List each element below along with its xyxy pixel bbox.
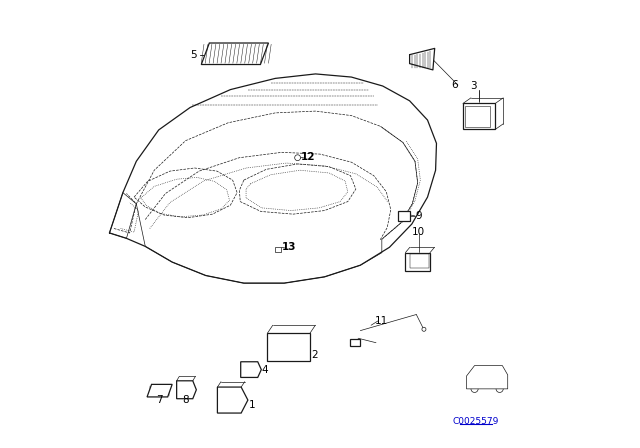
Bar <box>410 254 429 268</box>
Ellipse shape <box>294 155 301 160</box>
Text: 8: 8 <box>182 395 189 405</box>
Text: 12: 12 <box>301 152 315 162</box>
Polygon shape <box>177 381 196 399</box>
Bar <box>465 106 490 127</box>
Ellipse shape <box>496 385 503 392</box>
Bar <box>351 339 360 346</box>
Text: 6: 6 <box>451 80 458 90</box>
Polygon shape <box>241 362 261 377</box>
Text: 5: 5 <box>190 50 197 60</box>
Text: C0025579: C0025579 <box>452 417 499 426</box>
Text: 4: 4 <box>262 365 268 375</box>
Text: 10: 10 <box>412 227 425 237</box>
Polygon shape <box>218 387 248 413</box>
Bar <box>405 253 430 271</box>
Bar <box>268 333 310 361</box>
Text: 11: 11 <box>375 316 388 326</box>
Text: 13: 13 <box>282 242 296 252</box>
Text: 2: 2 <box>311 350 317 360</box>
Bar <box>275 247 280 252</box>
Ellipse shape <box>471 385 478 392</box>
Polygon shape <box>147 384 172 397</box>
Text: 9: 9 <box>415 211 422 221</box>
Text: 3: 3 <box>470 81 477 91</box>
Text: 1: 1 <box>248 400 255 410</box>
Text: 7: 7 <box>156 395 163 405</box>
Bar <box>398 211 410 221</box>
Bar <box>463 103 495 129</box>
Ellipse shape <box>422 327 426 332</box>
Polygon shape <box>467 366 508 389</box>
Polygon shape <box>202 43 269 65</box>
